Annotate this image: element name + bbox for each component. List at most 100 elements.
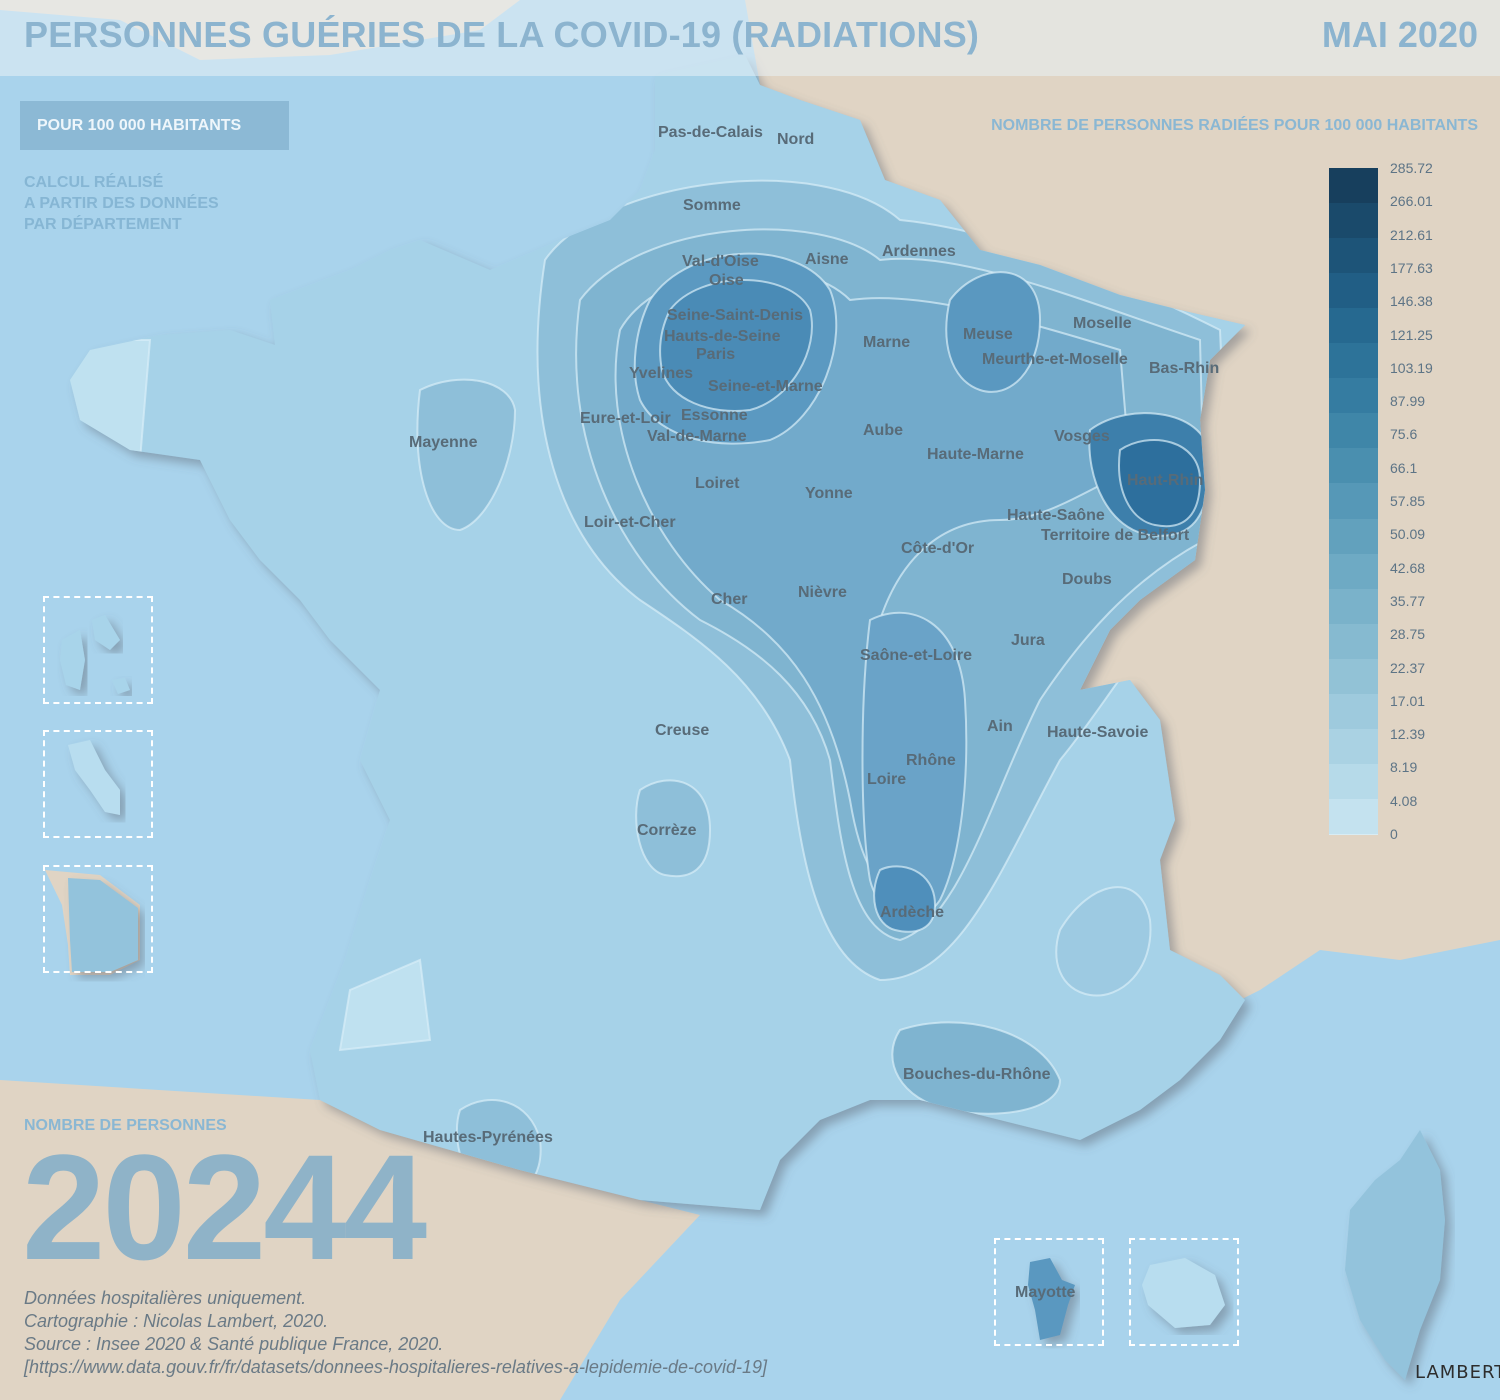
department-label: Somme <box>683 197 741 214</box>
department-label: Ain <box>987 718 1013 735</box>
department-label: Essonne <box>681 407 748 424</box>
date-label: MAI 2020 <box>1321 14 1478 55</box>
department-label: Bas-Rhin <box>1149 360 1220 377</box>
department-label: Nièvre <box>798 584 847 601</box>
legend-title: NOMBRE DE PERSONNES RADIÉES POUR 100 000… <box>991 117 1478 134</box>
legend-swatch <box>1329 308 1378 345</box>
legend-tick: 75.6 <box>1390 426 1418 443</box>
title-bar <box>0 0 1500 76</box>
legend-swatch <box>1329 623 1378 660</box>
isopleth-bands <box>70 179 1232 1197</box>
legend-swatch <box>1329 553 1378 590</box>
department-label: Mayotte <box>1015 1284 1076 1301</box>
inset-frame-guyane <box>43 865 153 973</box>
department-label: Haute-Marne <box>927 446 1024 463</box>
legend-swatch <box>1329 413 1378 450</box>
department-label: Nord <box>777 131 815 148</box>
page-title: PERSONNES GUÉRIES DE LA COVID-19 (RADIAT… <box>24 14 980 55</box>
department-label: Eure-et-Loir <box>580 410 671 427</box>
department-label: Haute-Savoie <box>1047 724 1149 741</box>
department-label: Rhône <box>906 752 956 769</box>
legend-swatch <box>1329 203 1378 240</box>
inset-frame-martinique <box>43 730 153 838</box>
legend-swatch <box>1329 448 1378 485</box>
legend-swatch <box>1329 798 1378 835</box>
department-label: Loire <box>867 771 907 788</box>
department-label: Saône-et-Loire <box>860 647 973 664</box>
department-label: Loiret <box>695 475 740 492</box>
legend-swatch <box>1329 728 1378 765</box>
calculation-note: CALCUL RÉALISÉ A PARTIR DES DONNÉES PAR … <box>24 174 219 233</box>
legend-swatch <box>1329 588 1378 625</box>
department-label: Yvelines <box>629 365 694 382</box>
department-label: Cher <box>711 591 748 608</box>
department-label: Haute-Saône <box>1007 507 1105 524</box>
department-label: Seine-et-Marne <box>708 378 823 395</box>
department-label: Paris <box>696 346 736 363</box>
department-label: Creuse <box>655 722 710 739</box>
author-signature: LAMBERT <box>1415 1362 1500 1383</box>
legend-tick: 212.61 <box>1390 226 1433 243</box>
credits-line: Cartographie : Nicolas Lambert, 2020. <box>24 1311 329 1331</box>
credits-line: [https://www.data.gouv.fr/fr/datasets/do… <box>24 1357 768 1377</box>
department-label: Vosges <box>1054 428 1110 445</box>
legend-swatch <box>1329 378 1378 415</box>
department-label: Marne <box>863 334 911 351</box>
department-label: Ardèche <box>880 904 945 921</box>
legend-tick: 28.75 <box>1390 626 1426 643</box>
department-label: Pas-de-Calais <box>658 124 763 141</box>
department-label: Val-d'Oise <box>682 253 759 270</box>
department-label: Aisne <box>805 251 849 268</box>
department-label: Moselle <box>1073 315 1132 332</box>
department-label: Mayenne <box>409 434 478 451</box>
total-label: NOMBRE DE PERSONNES <box>24 1117 227 1134</box>
department-label: Meuse <box>963 326 1013 343</box>
inset-martinique <box>68 740 120 815</box>
credits-line: Source : Insee 2020 & Santé publique Fra… <box>24 1334 444 1354</box>
legend-tick: 17.01 <box>1390 692 1426 709</box>
credits: Données hospitalières uniquement. Cartog… <box>24 1287 767 1379</box>
legend-tick: 285.72 <box>1390 160 1433 176</box>
legend-swatch <box>1329 693 1378 730</box>
legend-tick: 22.37 <box>1390 659 1426 676</box>
inset-frame-guadeloupe <box>43 596 153 704</box>
legend-tick: 103.19 <box>1390 359 1433 376</box>
credits-line: Données hospitalières uniquement. <box>24 1288 307 1308</box>
corsica <box>1345 1130 1445 1380</box>
legend-tick: 146.38 <box>1390 293 1433 310</box>
legend-tick: 12.39 <box>1390 726 1426 743</box>
department-label: Haut-Rhin <box>1127 472 1204 489</box>
department-label: Seine-Saint-Denis <box>667 307 804 324</box>
department-label: Doubs <box>1062 571 1112 588</box>
legend-tick: 42.68 <box>1390 559 1426 576</box>
department-label: Corrèze <box>637 822 697 839</box>
legend-tick: 57.85 <box>1390 493 1426 509</box>
inset-frame-mayotte <box>994 1238 1104 1346</box>
department-label: Ardennes <box>882 243 956 260</box>
department-label: Bouches-du-Rhône <box>903 1066 1051 1083</box>
department-label: Territoire de Belfort <box>1041 527 1190 544</box>
legend-tick: 266.01 <box>1390 193 1433 210</box>
inset-frame-reunion <box>1129 1238 1239 1346</box>
legend-swatch <box>1329 343 1378 380</box>
legend-swatch <box>1329 658 1378 695</box>
inset-guyane <box>45 870 140 975</box>
legend-tick: 121.25 <box>1390 326 1433 343</box>
legend-tick: 50.09 <box>1390 526 1426 543</box>
department-label: Oise <box>709 272 744 289</box>
inset-reunion <box>1142 1258 1225 1328</box>
legend-swatch <box>1329 483 1378 520</box>
department-label: Loir-et-Cher <box>584 514 676 531</box>
legend-tick: 66.1 <box>1390 459 1418 476</box>
legend-swatch <box>1329 518 1378 555</box>
legend-swatch <box>1329 763 1378 800</box>
department-label: Val-de-Marne <box>647 428 747 445</box>
inset-mayotte <box>1028 1258 1075 1340</box>
department-label: Côte-d'Or <box>901 540 975 557</box>
department-label: Hautes-Pyrénées <box>423 1129 553 1146</box>
legend-tick: 35.77 <box>1390 592 1426 609</box>
department-label: Hauts-de-Seine <box>664 328 781 345</box>
legend-swatch <box>1329 168 1378 205</box>
department-label: Aube <box>863 422 903 439</box>
